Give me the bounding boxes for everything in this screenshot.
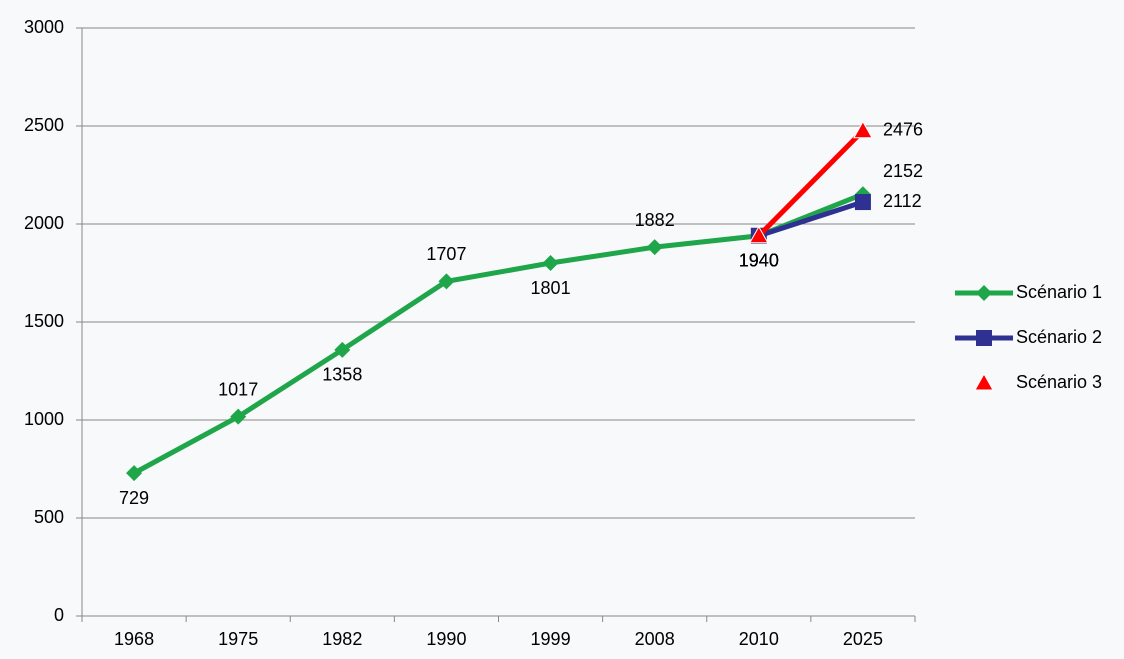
data-label: 1940 [739,251,779,271]
data-label: 1882 [635,210,675,230]
x-tick-label: 1990 [426,629,466,649]
y-tick-label: 500 [34,507,64,527]
data-label: 2112 [883,191,922,211]
x-tick-label: 2025 [843,629,883,649]
data-label: 2476 [883,119,923,139]
data-label: 729 [119,488,149,508]
marker [126,465,143,482]
data-label: 1940 [739,251,779,271]
y-tick-label: 2500 [24,115,64,135]
data-label: 1801 [531,278,571,298]
series-line [758,199,864,239]
legend-marker [976,330,992,346]
y-tick-label: 3000 [24,17,64,37]
series-line [132,191,864,476]
series-line [757,128,865,238]
marker [438,273,455,290]
x-tick-label: 1982 [322,629,362,649]
data-label: 1707 [426,244,466,264]
x-tick-label: 1968 [114,629,154,649]
x-tick-label: 2010 [739,629,779,649]
marker [542,255,559,272]
y-tick-label: 1500 [24,311,64,331]
legend-marker [976,285,992,301]
legend-label: Scénario 2 [1016,327,1102,347]
data-label: 1017 [218,379,258,399]
legend-label: Scénario 3 [1016,372,1102,392]
marker [646,239,663,256]
data-label: 1940 [739,251,779,271]
x-tick-label: 1999 [531,629,571,649]
x-tick-label: 1975 [218,629,258,649]
legend-marker [974,372,994,391]
y-tick-label: 2000 [24,213,64,233]
y-tick-label: 1000 [24,409,64,429]
marker [853,120,873,139]
legend-label: Scénario 1 [1016,282,1102,302]
marker [748,225,769,244]
marker [854,194,871,211]
data-label: 1358 [322,365,362,385]
x-tick-label: 2008 [635,629,675,649]
marker [230,408,247,425]
marker [334,341,351,358]
y-tick-label: 0 [54,605,64,625]
data-label: 2152 [883,161,923,181]
